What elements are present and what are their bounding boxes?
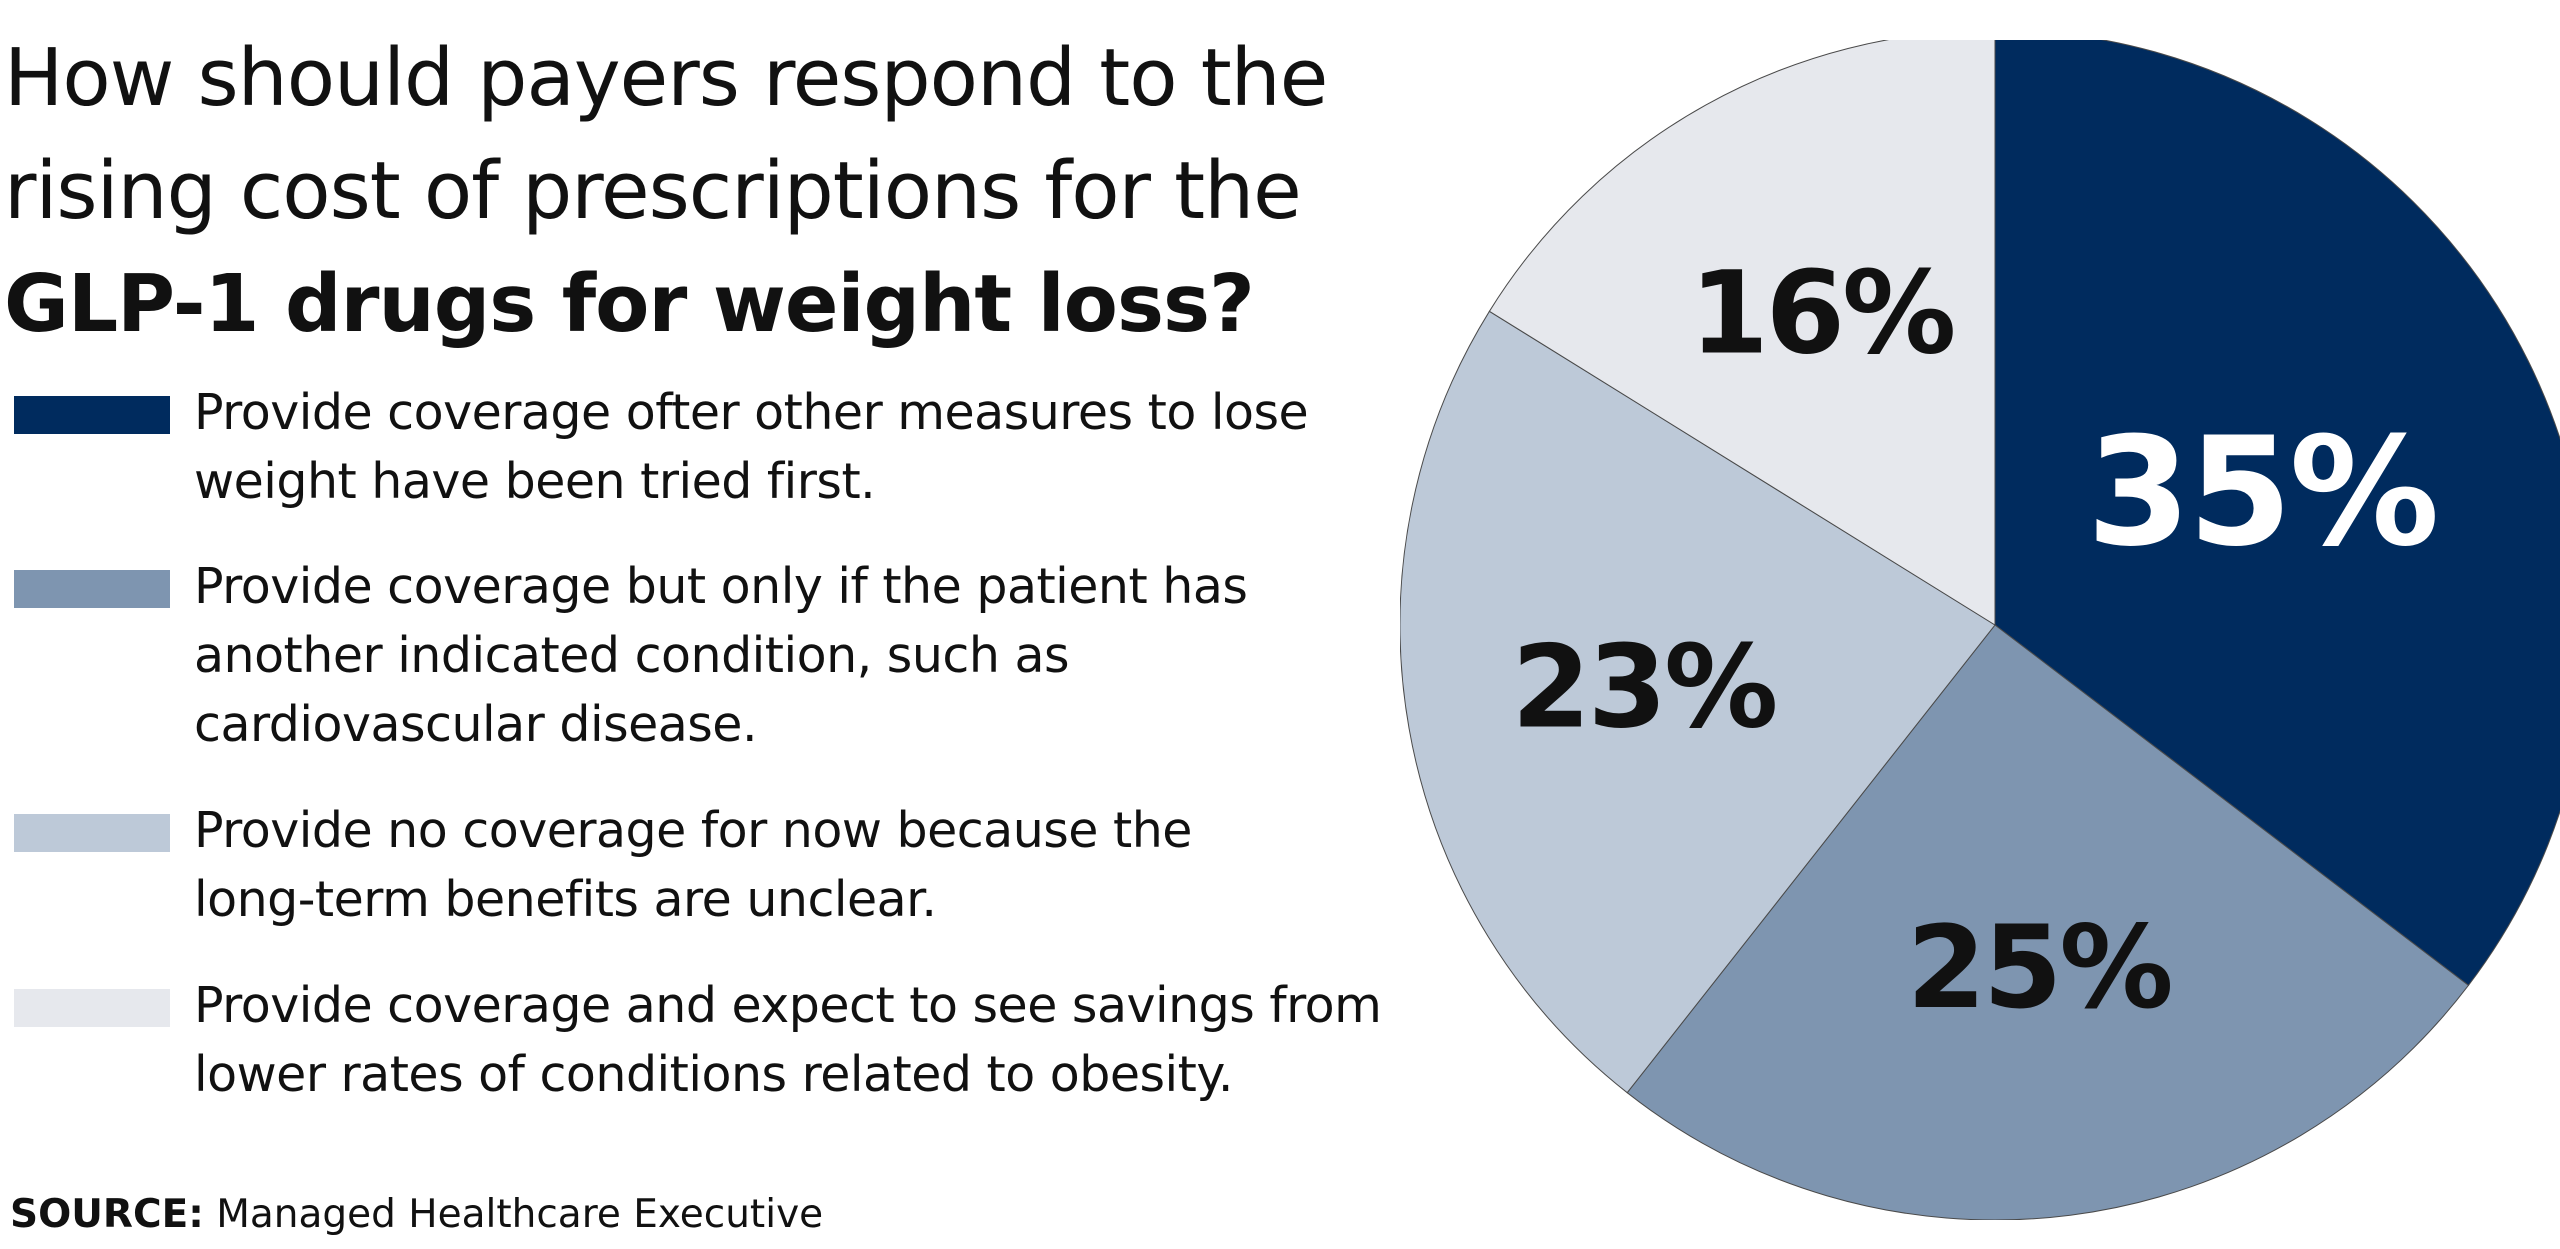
legend-text-3: Provide no coverage for now because the … bbox=[194, 796, 1424, 934]
legend-text-4: Provide coverage and expect to see savin… bbox=[194, 971, 1424, 1109]
pie-slice-no-coverage bbox=[1400, 310, 1996, 1094]
legend-text-4-line-1: Provide coverage and expect to see savin… bbox=[194, 977, 1382, 1034]
pie-chart: 35% 25% 23% 16% bbox=[1400, 40, 2560, 1220]
pie-label-after-other-measures: 35% bbox=[2087, 406, 2437, 580]
legend-text-1: Provide coverage ofter other measures to… bbox=[194, 378, 1424, 516]
pie-slice-after-other-measures bbox=[1994, 40, 2560, 987]
legend-swatch-2 bbox=[14, 570, 170, 608]
legend-swatch-4 bbox=[14, 989, 170, 1027]
source-note: SOURCE: Managed Healthcare Executive bbox=[10, 1192, 823, 1237]
legend-swatch-3 bbox=[14, 814, 170, 852]
pie-labels: 35% 25% 23% 16% bbox=[1511, 247, 2439, 1034]
legend-text-2-line-1: Provide coverage but only if the patient… bbox=[194, 558, 1248, 615]
pie-label-no-coverage: 23% bbox=[1511, 620, 1775, 753]
pie-slice-expect-savings bbox=[1488, 40, 1996, 626]
source-text: Managed Healthcare Executive bbox=[216, 1192, 824, 1237]
source-label: SOURCE: bbox=[10, 1192, 204, 1237]
legend-text-3-line-2: long-term benefits are unclear. bbox=[194, 871, 937, 928]
legend-text-2-line-2: another indicated condition, such as bbox=[194, 627, 1070, 684]
legend-swatch-1 bbox=[14, 396, 170, 434]
legend-text-1-line-1: Provide coverage ofter other measures to… bbox=[194, 384, 1309, 441]
pie-label-expect-savings: 16% bbox=[1689, 247, 1953, 380]
chart-title: How should payers respond to the rising … bbox=[4, 22, 1404, 361]
legend-text-1-line-2: weight have been tried first. bbox=[194, 453, 876, 510]
pie-label-indicated-condition: 25% bbox=[1907, 901, 2171, 1034]
pie-slices bbox=[1400, 40, 2560, 1220]
legend-text-4-line-2: lower rates of conditions related to obe… bbox=[194, 1046, 1233, 1103]
title-line-2: rising cost of prescriptions for the bbox=[4, 145, 1302, 237]
title-line-1: How should payers respond to the bbox=[4, 32, 1328, 124]
legend-text-3-line-1: Provide no coverage for now because the bbox=[194, 802, 1192, 859]
title-line-3: GLP-1 drugs for weight loss? bbox=[4, 258, 1255, 350]
legend-text-2-line-3: cardiovascular disease. bbox=[194, 696, 758, 753]
legend-text-2: Provide coverage but only if the patient… bbox=[194, 552, 1424, 759]
pie-slice-indicated-condition bbox=[1626, 624, 2470, 1220]
